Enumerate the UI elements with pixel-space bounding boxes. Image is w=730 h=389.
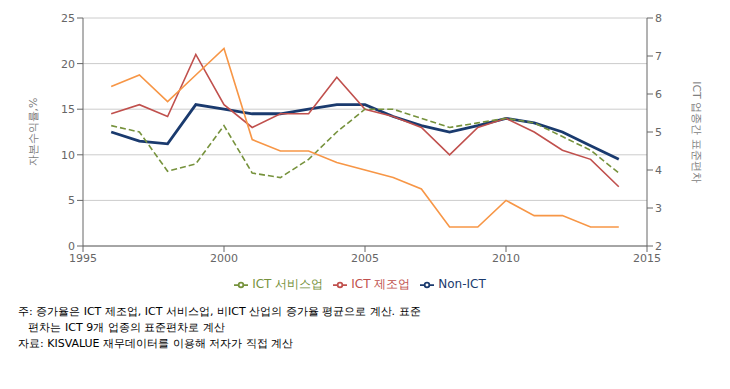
svg-text:2015: 2015 <box>633 252 661 265</box>
svg-text:15: 15 <box>61 103 75 116</box>
svg-text:7: 7 <box>655 50 662 63</box>
svg-text:10: 10 <box>61 149 75 162</box>
html-text:Non-ICT: Non-ICT <box>438 277 486 291</box>
svg-text:25: 25 <box>61 12 75 25</box>
svg-text:4: 4 <box>655 164 662 177</box>
svg-text:2000: 2000 <box>210 252 238 265</box>
html-text:주: 증가율은 ICT 제조업, ICT 서비스업, 비IC: 주: 증가율은 ICT 제조업, ICT 서비스업, 비ICT 산업의 증가율 … <box>18 305 421 318</box>
svg-text:3: 3 <box>655 202 662 215</box>
html-text:ICT 제조업: ICT 제조업 <box>351 277 411 291</box>
html-text:ICT 서비스업: ICT 서비스업 <box>252 277 324 291</box>
svg-text:1995: 1995 <box>69 252 97 265</box>
svg-text:6: 6 <box>655 88 662 101</box>
svg-text:자본수익률,%: 자본수익률,% <box>27 98 40 167</box>
svg-text:8: 8 <box>655 12 662 25</box>
svg-text:2010: 2010 <box>492 252 520 265</box>
svg-text:0: 0 <box>68 240 75 253</box>
html-text:자료: KISVALUE 재무데이터를 이용해 저자가 직접: 자료: KISVALUE 재무데이터를 이용해 저자가 직접 계산 <box>18 337 294 350</box>
svg-text:5: 5 <box>655 126 662 139</box>
svg-text:2005: 2005 <box>351 252 379 265</box>
svg-text:2: 2 <box>655 240 662 253</box>
svg-text:20: 20 <box>61 58 75 71</box>
html-text:편차는 ICT 9개 업종의 표준편차로 계산: 편차는 ICT 9개 업종의 표준편차로 계산 <box>18 321 225 334</box>
svg-text:ICT 업종간 표준편차: ICT 업종간 표준편차 <box>690 81 703 183</box>
svg-text:5: 5 <box>68 194 75 207</box>
